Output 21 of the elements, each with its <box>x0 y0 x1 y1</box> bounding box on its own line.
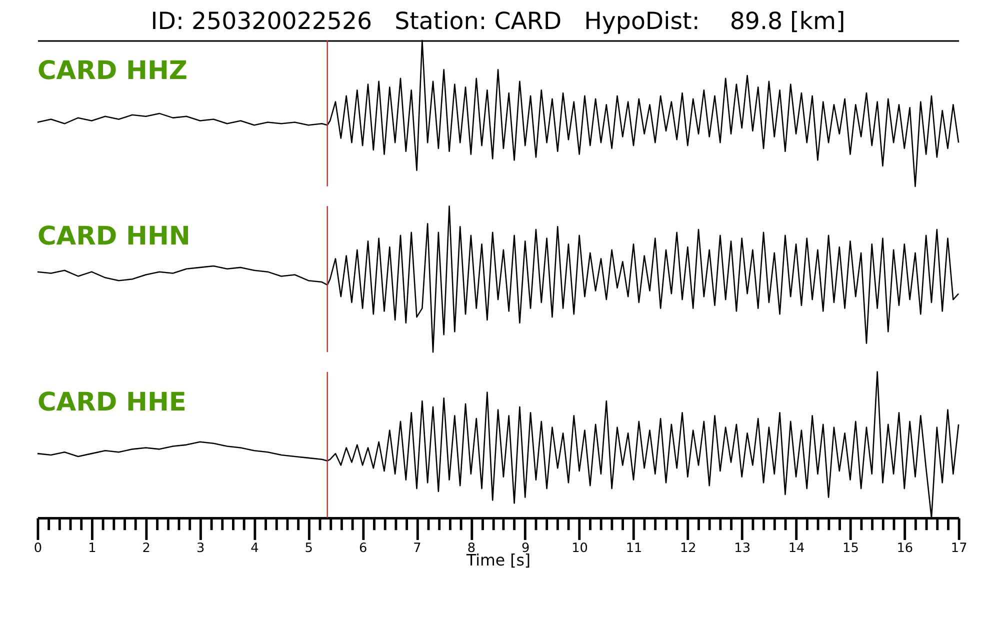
series-label: CARD HHN <box>37 222 190 252</box>
x-tick-label: 13 <box>734 540 750 556</box>
x-tick-label: 0 <box>34 540 42 556</box>
x-tick-label: 6 <box>358 540 368 556</box>
chart-title: ID: 250320022526 Station: CARD HypoDist: 89.8 [km] <box>150 6 846 35</box>
x-tick-label: 16 <box>896 540 914 556</box>
x-tick-label: 14 <box>788 540 805 556</box>
x-tick-label: 1 <box>88 540 96 556</box>
series-label: CARD HHE <box>37 387 186 418</box>
x-tick-label: 5 <box>304 540 313 556</box>
x-tick-label: 12 <box>680 540 696 556</box>
x-tick-label: 3 <box>196 540 205 556</box>
x-tick-label: 11 <box>626 540 642 556</box>
series-label: CARD HHZ <box>37 56 188 86</box>
x-tick-label: 10 <box>572 540 588 556</box>
x-tick-label: 4 <box>250 540 259 556</box>
x-tick-label: 2 <box>142 540 150 556</box>
x-tick-label: 15 <box>842 540 859 556</box>
x-axis-title: Time [s] <box>465 550 531 570</box>
x-tick-label: 17 <box>950 540 968 556</box>
x-tick-label: 7 <box>413 540 422 556</box>
